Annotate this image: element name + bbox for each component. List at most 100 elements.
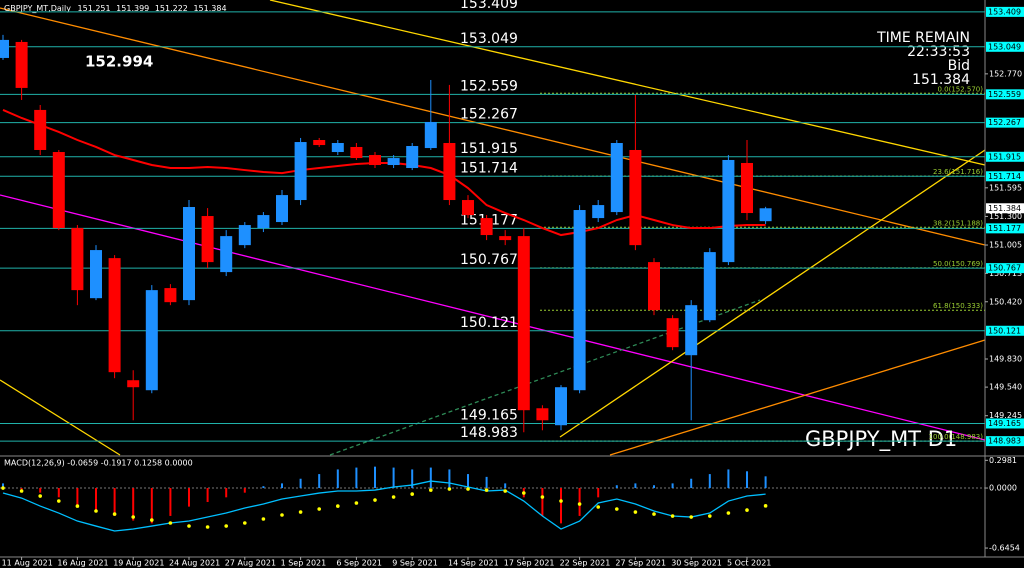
level-text: 149.165 — [460, 407, 518, 423]
candle-body — [90, 250, 102, 299]
candle-body — [648, 262, 660, 311]
x-tick-label: 17 Sep 2021 — [504, 559, 555, 568]
signal-dot — [354, 501, 359, 505]
histogram-bar — [188, 488, 190, 507]
level-box-label: 153.049 — [988, 42, 1021, 51]
signal-dot — [336, 504, 340, 508]
signal-dot — [763, 504, 768, 508]
candle-body — [294, 142, 307, 201]
candle-body — [71, 228, 84, 291]
level-box — [986, 418, 1024, 429]
level-box — [986, 263, 1024, 274]
histogram-bar — [262, 486, 265, 489]
y-tick-label: 149.540 — [989, 383, 1022, 392]
y-tick-label: 152.770 — [989, 69, 1022, 78]
x-tick-label: 1 Sep 2021 — [281, 559, 327, 568]
histogram-bar — [671, 483, 674, 489]
histogram-bar — [764, 476, 767, 489]
signal-dot — [187, 524, 191, 528]
candle-body — [313, 140, 326, 146]
level-box — [986, 117, 1024, 128]
signal-dot — [633, 510, 638, 514]
bid-box — [986, 203, 1024, 214]
low: 151.222 — [155, 4, 188, 13]
candle-body — [276, 195, 288, 223]
candle-body — [629, 149, 642, 246]
signal-dot — [670, 514, 675, 518]
y-tick-label: 0.2981 — [989, 456, 1017, 465]
signal-dot — [503, 489, 508, 493]
candle-body — [555, 387, 567, 426]
histogram-bar — [653, 485, 655, 489]
histogram-bar — [690, 478, 693, 489]
candle-body — [52, 152, 65, 229]
y-tick-label: -0.6454 — [989, 544, 1020, 553]
histogram-bar — [243, 488, 246, 493]
signal-dot — [745, 508, 749, 512]
candle-body — [666, 318, 679, 348]
x-tick-label: 14 Sep 2021 — [448, 559, 499, 568]
signal-dot — [466, 487, 470, 491]
level-box-label: 150.767 — [988, 264, 1021, 273]
close: 151.384 — [193, 4, 226, 13]
candle-body — [517, 236, 530, 411]
x-tick-label: 9 Sep 2021 — [392, 559, 438, 568]
signal-dot — [57, 499, 61, 503]
histogram-bar — [541, 488, 544, 516]
candle-body — [145, 290, 158, 391]
fib-label: 61.8(150.333) — [933, 302, 983, 310]
x-tick-label: 27 Sep 2021 — [615, 559, 666, 568]
signal-dot — [373, 498, 377, 502]
signal-dot — [19, 489, 24, 493]
signal-dot — [689, 515, 693, 519]
candle-body — [257, 215, 270, 229]
level-box — [986, 41, 1024, 52]
histogram-bar — [615, 485, 618, 489]
histogram-bar — [113, 488, 116, 516]
signal-dot — [280, 513, 284, 517]
signal-dot — [298, 510, 303, 514]
candle-body — [238, 225, 251, 246]
y-tick-label: 150.713 — [989, 269, 1022, 278]
histogram-bar — [504, 483, 507, 489]
signal-dot — [224, 524, 228, 528]
histogram-bar — [374, 466, 376, 489]
level-box-label: 148.983 — [988, 437, 1021, 446]
symbol: GBPJPY_MT,Daily — [4, 4, 71, 13]
level-box-label: 151.714 — [988, 172, 1021, 181]
candle-body — [331, 143, 344, 153]
level-box — [986, 436, 1024, 447]
level-box — [986, 223, 1024, 234]
candle-body — [759, 208, 772, 222]
level-text: 150.121 — [460, 315, 518, 331]
candle-body — [387, 158, 400, 166]
candle-body — [424, 121, 437, 149]
signal-dot — [447, 487, 452, 491]
candle-body — [127, 380, 140, 388]
signal-dot — [261, 517, 266, 521]
signal-dot — [1, 486, 5, 490]
candle-body — [34, 109, 47, 150]
high: 151.399 — [116, 4, 149, 13]
histogram-bar — [281, 483, 283, 489]
histogram-bar — [467, 474, 469, 489]
candle-body — [741, 162, 753, 214]
fib-label: 38.2(151.188) — [933, 219, 983, 227]
histogram-bar — [2, 483, 4, 489]
time-remain: 22:33:53 — [907, 44, 970, 60]
histogram-bar — [429, 467, 432, 489]
candle-body — [592, 205, 605, 219]
level-box-label: 151.177 — [988, 224, 1021, 233]
signal-dot — [652, 512, 656, 516]
histogram-bar — [634, 483, 637, 489]
watermark: GBPJPY_MT D1 — [805, 427, 957, 452]
x-tick-label: 24 Aug 2021 — [169, 559, 220, 568]
candle-body — [480, 218, 493, 236]
y-tick-label: 149.245 — [989, 411, 1022, 420]
x-tick-label: 22 Sep 2021 — [560, 559, 611, 568]
candle-body — [703, 252, 716, 321]
signal-dot — [708, 514, 712, 518]
x-tick-label: 11 Aug 2021 — [2, 559, 53, 568]
candle-body — [722, 159, 735, 263]
